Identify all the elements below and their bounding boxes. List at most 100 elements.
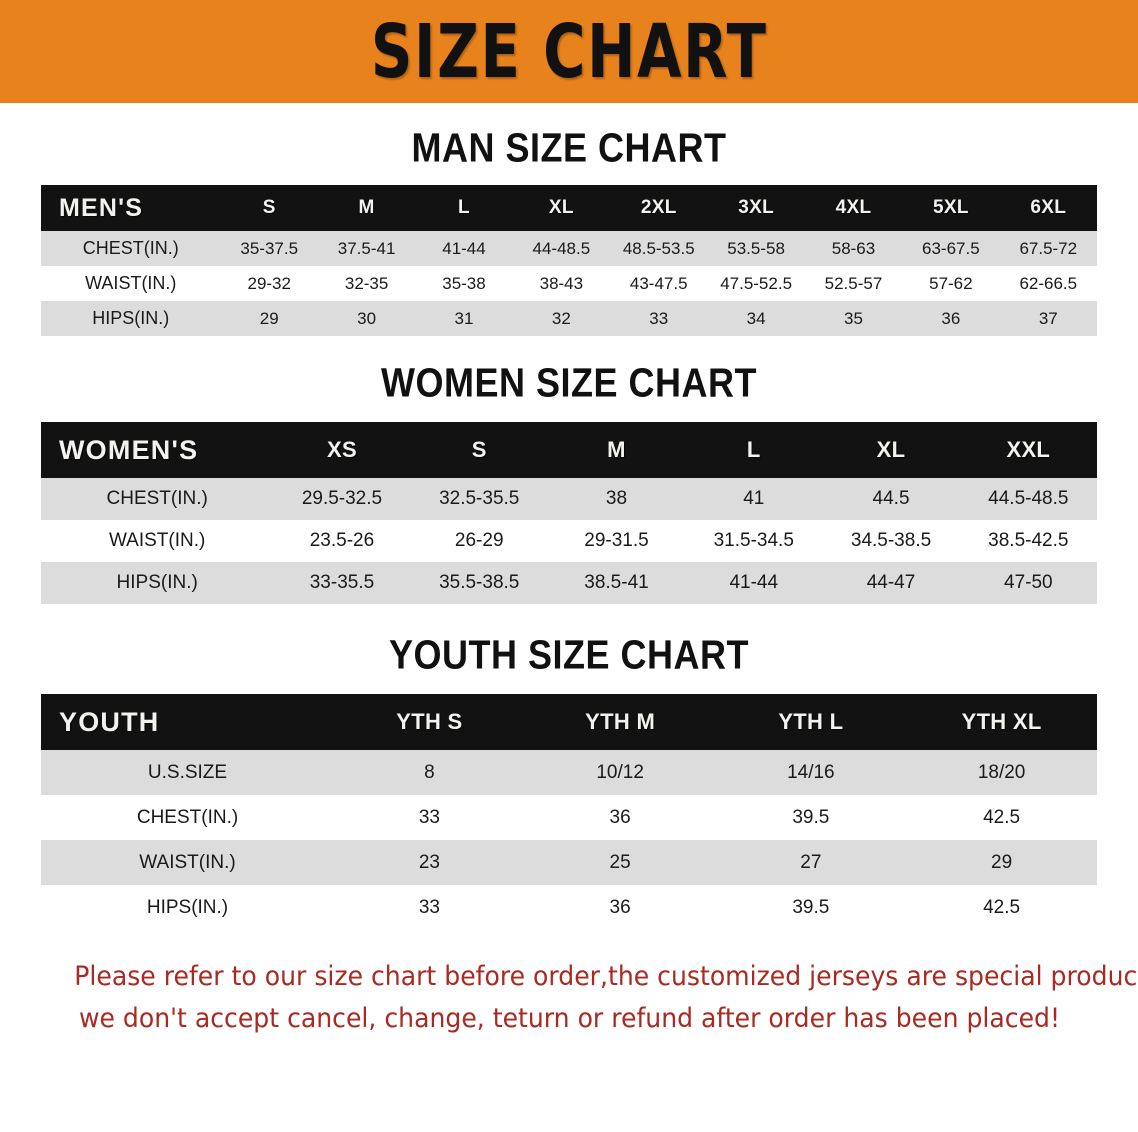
men-chest-5xl: 63-67.5: [902, 231, 1000, 266]
youth-hips-xl: 42.5: [906, 885, 1097, 930]
disclaimer-text: Please refer to our size chart before or…: [74, 956, 1138, 1040]
women-row-label-hips: HIPS(IN.): [41, 562, 274, 604]
men-row-label-waist: WAIST(IN.): [41, 266, 221, 301]
men-hips-m: 30: [317, 301, 416, 336]
men-chest-xl: 44-48.5: [512, 231, 611, 266]
women-corner-label: WOMEN'S: [41, 422, 274, 478]
men-chest-s: 35-37.5: [220, 231, 318, 266]
youth-row-label-chest: CHEST(IN.): [41, 795, 335, 840]
youth-hips-m: 36: [524, 885, 716, 930]
men-col-header-2xl: 2XL: [610, 185, 708, 231]
women-row-label-chest: CHEST(IN.): [41, 478, 274, 520]
women-waist-xxl: 38.5-42.5: [959, 520, 1097, 562]
youth-waist-xl: 29: [906, 840, 1097, 885]
women-size-table-wrapper: WOMEN'S XS S M L XL XXL CHEST(IN.) 29.5-…: [41, 422, 1097, 604]
section-title-man: MAN SIZE CHART: [411, 124, 727, 171]
men-row-label-hips: HIPS(IN.): [41, 301, 221, 336]
men-chest-2xl: 48.5-53.5: [610, 231, 708, 266]
men-col-header-s: S: [220, 185, 318, 231]
women-chest-xxl: 44.5-48.5: [959, 478, 1097, 520]
women-waist-xs: 23.5-26: [273, 520, 411, 562]
youth-chest-m: 36: [524, 795, 716, 840]
women-waist-m: 29-31.5: [547, 520, 686, 562]
table-row: CHEST(IN.) 29.5-32.5 32.5-35.5 38 41 44.…: [41, 478, 1097, 520]
women-header-row: WOMEN'S XS S M L XL XXL: [41, 422, 1097, 478]
youth-waist-s: 23: [334, 840, 525, 885]
table-row: WAIST(IN.) 23.5-26 26-29 29-31.5 31.5-34…: [41, 520, 1097, 562]
women-chest-s: 32.5-35.5: [410, 478, 548, 520]
women-chest-l: 41: [685, 478, 823, 520]
youth-col-header-l: YTH L: [715, 694, 907, 750]
men-size-table-wrapper: MEN'S S M L XL 2XL 3XL 4XL 5XL 6XL CHEST…: [41, 185, 1097, 336]
table-row: HIPS(IN.) 33-35.5 35.5-38.5 38.5-41 41-4…: [41, 562, 1097, 604]
men-col-header-3xl: 3XL: [707, 185, 805, 231]
men-header-row: MEN'S S M L XL 2XL 3XL 4XL 5XL 6XL: [41, 185, 1097, 231]
women-hips-s: 35.5-38.5: [410, 562, 548, 604]
men-col-header-m: M: [317, 185, 416, 231]
youth-row-label-waist: WAIST(IN.): [41, 840, 335, 885]
men-waist-m: 32-35: [317, 266, 416, 301]
men-col-header-4xl: 4XL: [804, 185, 903, 231]
disclaimer-line-2: we don't accept cancel, change, teturn o…: [78, 1002, 1060, 1034]
women-hips-xl: 44-47: [822, 562, 960, 604]
men-hips-2xl: 33: [610, 301, 708, 336]
women-chest-xs: 29.5-32.5: [273, 478, 411, 520]
women-col-header-s: S: [410, 422, 548, 478]
youth-size-table-wrapper: YOUTH YTH S YTH M YTH L YTH XL U.S.SIZE …: [41, 694, 1097, 930]
men-row-label-chest: CHEST(IN.): [41, 231, 221, 266]
women-waist-xl: 34.5-38.5: [822, 520, 960, 562]
table-row: WAIST(IN.) 29-32 32-35 35-38 38-43 43-47…: [41, 266, 1097, 301]
women-size-table: WOMEN'S XS S M L XL XXL CHEST(IN.) 29.5-…: [41, 422, 1097, 604]
youth-col-header-s: YTH S: [334, 694, 525, 750]
men-waist-s: 29-32: [220, 266, 318, 301]
women-hips-xxl: 47-50: [959, 562, 1097, 604]
women-chest-m: 38: [547, 478, 686, 520]
page-banner: SIZE CHART: [0, 0, 1138, 103]
men-waist-2xl: 43-47.5: [610, 266, 708, 301]
youth-ussize-xl: 18/20: [906, 750, 1097, 795]
youth-chest-s: 33: [334, 795, 525, 840]
men-col-header-6xl: 6XL: [999, 185, 1097, 231]
women-col-header-xxl: XXL: [959, 422, 1097, 478]
women-hips-m: 38.5-41: [547, 562, 686, 604]
section-title-women: WOMEN SIZE CHART: [381, 359, 757, 406]
youth-waist-m: 25: [524, 840, 716, 885]
table-row: HIPS(IN.) 33 36 39.5 42.5: [41, 885, 1097, 930]
men-waist-3xl: 47.5-52.5: [707, 266, 805, 301]
table-row: WAIST(IN.) 23 25 27 29: [41, 840, 1097, 885]
men-waist-4xl: 52.5-57: [804, 266, 903, 301]
youth-row-label-us-size: U.S.SIZE: [41, 750, 335, 795]
men-size-table: MEN'S S M L XL 2XL 3XL 4XL 5XL 6XL CHEST…: [41, 185, 1097, 336]
men-chest-m: 37.5-41: [317, 231, 416, 266]
youth-row-label-hips: HIPS(IN.): [41, 885, 335, 930]
men-col-header-l: L: [415, 185, 513, 231]
men-hips-l: 31: [415, 301, 513, 336]
page-title: SIZE CHART: [370, 8, 768, 95]
youth-hips-l: 39.5: [715, 885, 907, 930]
table-row: CHEST(IN.) 35-37.5 37.5-41 41-44 44-48.5…: [41, 231, 1097, 266]
women-waist-l: 31.5-34.5: [685, 520, 823, 562]
men-waist-l: 35-38: [415, 266, 513, 301]
table-row: CHEST(IN.) 33 36 39.5 42.5: [41, 795, 1097, 840]
men-hips-s: 29: [220, 301, 318, 336]
men-hips-5xl: 36: [902, 301, 1000, 336]
youth-ussize-l: 14/16: [715, 750, 907, 795]
men-hips-4xl: 35: [804, 301, 903, 336]
youth-ussize-m: 10/12: [524, 750, 716, 795]
men-hips-xl: 32: [512, 301, 611, 336]
table-row: HIPS(IN.) 29 30 31 32 33 34 35 36 37: [41, 301, 1097, 336]
women-waist-s: 26-29: [410, 520, 548, 562]
women-hips-l: 41-44: [685, 562, 823, 604]
youth-waist-l: 27: [715, 840, 907, 885]
men-chest-3xl: 53.5-58: [707, 231, 805, 266]
men-chest-4xl: 58-63: [804, 231, 903, 266]
youth-corner-label: YOUTH: [41, 694, 335, 750]
men-chest-6xl: 67.5-72: [999, 231, 1097, 266]
men-chest-l: 41-44: [415, 231, 513, 266]
youth-col-header-xl: YTH XL: [906, 694, 1097, 750]
women-col-header-m: M: [547, 422, 686, 478]
section-title-youth: YOUTH SIZE CHART: [388, 631, 749, 678]
youth-header-row: YOUTH YTH S YTH M YTH L YTH XL: [41, 694, 1097, 750]
women-col-header-xs: XS: [273, 422, 411, 478]
women-chest-xl: 44.5: [822, 478, 960, 520]
